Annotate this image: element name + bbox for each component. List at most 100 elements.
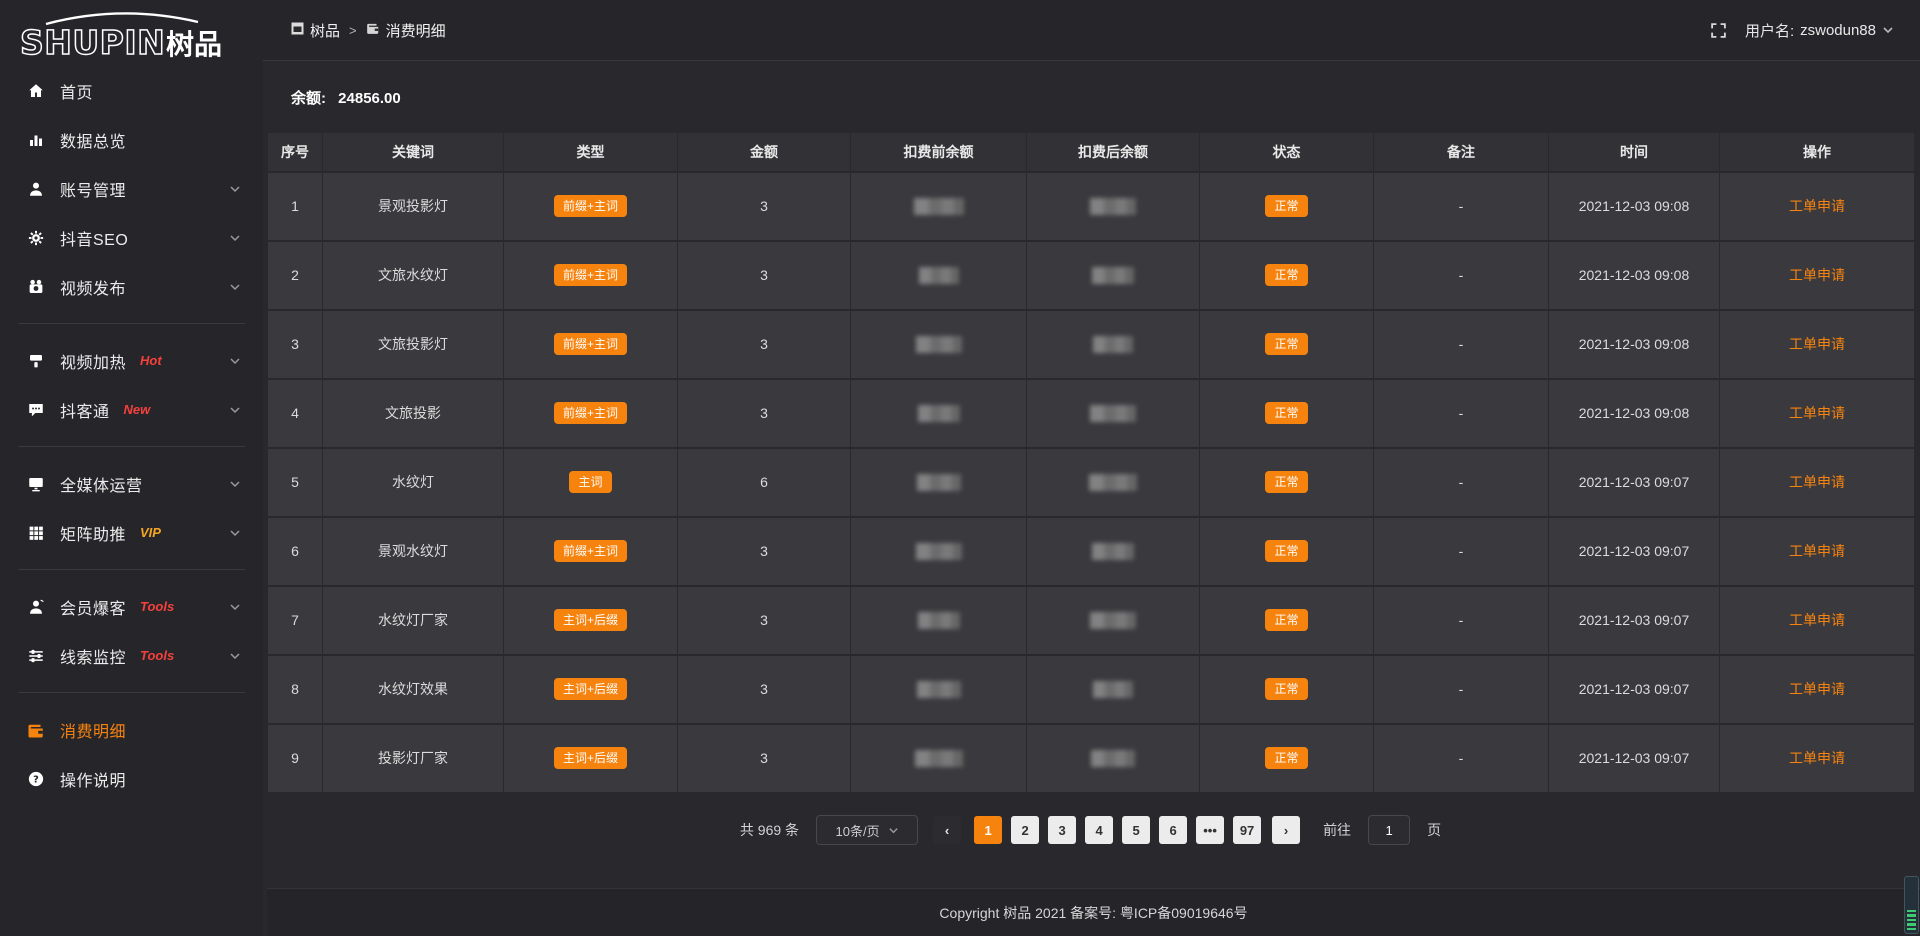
sidebar-item-video-publish[interactable]: 视频发布 <box>0 262 263 311</box>
page-button-1[interactable]: 1 <box>974 816 1003 844</box>
work-order-link[interactable]: 工单申请 <box>1789 750 1845 767</box>
corner-widget[interactable] <box>1904 876 1919 934</box>
cell-status: 正常 <box>1199 308 1374 379</box>
cell-status: 正常 <box>1199 239 1374 310</box>
blurred-value <box>918 266 959 284</box>
type-badge: 主词+后缀 <box>553 747 627 770</box>
sliders-icon <box>26 646 45 665</box>
sidebar-divider <box>18 569 245 570</box>
sidebar-item-home[interactable]: 首页 <box>0 66 263 115</box>
grid-icon <box>26 523 45 542</box>
work-order-link[interactable]: 工单申请 <box>1789 267 1845 283</box>
cell-index: 5 <box>267 446 323 517</box>
cell-amount: 3 <box>677 515 851 586</box>
page-button-6[interactable]: 6 <box>1159 816 1188 844</box>
topbar-right: 用户名: zswodun88 <box>1710 20 1894 41</box>
heat-brush-icon <box>26 351 45 370</box>
cell-action: 工单申请 <box>1719 308 1915 379</box>
sidebar-item-member-baoke[interactable]: 会员爆客 Tools <box>0 582 263 631</box>
prev-page-button[interactable]: ‹ <box>933 816 962 844</box>
sidebar-item-operation-guide[interactable]: ? 操作说明 <box>0 754 263 803</box>
page-button-2[interactable]: 2 <box>1011 816 1040 844</box>
user-menu[interactable]: 用户名: zswodun88 <box>1745 20 1894 41</box>
sidebar-item-matrix-boost[interactable]: 矩阵助推 VIP <box>0 508 263 557</box>
cell-balance-before <box>850 170 1027 241</box>
sidebar-item-label: 视频加热 <box>60 354 127 372</box>
cell-amount: 3 <box>677 308 851 379</box>
type-badge: 前缀+主词 <box>553 539 627 563</box>
sidebar-item-label: 线索监控 <box>60 649 127 667</box>
work-order-link[interactable]: 工单申请 <box>1789 405 1845 421</box>
sidebar-item-media-operation[interactable]: 全媒体运营 <box>0 459 263 508</box>
cell-balance-before <box>850 722 1027 793</box>
sidebar-item-data-overview[interactable]: 数据总览 <box>0 115 263 164</box>
table-row: 9 投影灯厂家 主词+后缀 3 正常 -2021-12-03 09:07 工单申请 <box>267 722 1915 793</box>
cell-action: 工单申请 <box>1719 377 1915 448</box>
page-button-4[interactable]: 4 <box>1085 816 1114 844</box>
cell-type: 前缀+主词 <box>503 239 678 310</box>
member-icon <box>26 597 45 616</box>
work-order-link[interactable]: 工单申请 <box>1789 474 1845 490</box>
page-button-3[interactable]: 3 <box>1048 816 1077 844</box>
sidebar-item-account-manage[interactable]: 账号管理 <box>0 164 263 213</box>
work-order-link[interactable]: 工单申请 <box>1789 543 1845 559</box>
home-icon <box>26 81 45 100</box>
cell-time: 2021-12-03 09:07 <box>1548 515 1720 586</box>
chat-bubble-icon <box>26 400 45 419</box>
page-button-97[interactable]: 97 <box>1233 816 1262 844</box>
fullscreen-icon[interactable] <box>1710 22 1727 39</box>
svg-text:?: ? <box>33 774 39 785</box>
blurred-value <box>1092 542 1134 560</box>
cell-status: 正常 <box>1199 722 1374 793</box>
blurred-value <box>1089 473 1137 491</box>
breadcrumb-item-current[interactable]: 消费明细 <box>366 20 446 41</box>
cell-time: 2021-12-03 09:08 <box>1548 239 1720 310</box>
sidebar-item-clue-monitor[interactable]: 线索监控 Tools <box>0 631 263 680</box>
blurred-value <box>1093 335 1133 353</box>
cell-time: 2021-12-03 09:08 <box>1548 308 1720 379</box>
breadcrumb-label: 消费明细 <box>385 22 446 40</box>
work-order-link[interactable]: 工单申请 <box>1789 336 1845 352</box>
sidebar-item-doukertong[interactable]: 抖客通 New <box>0 385 263 434</box>
status-badge: 正常 <box>1265 401 1308 425</box>
page-button-5[interactable]: 5 <box>1122 816 1151 844</box>
more-pages-button[interactable]: ••• <box>1196 816 1225 844</box>
goto-page-input[interactable] <box>1368 815 1411 845</box>
column-header: 序号 <box>267 132 323 172</box>
footer: Copyright 树品 2021 备案号: 粤ICP备09019646号 <box>267 888 1920 936</box>
work-order-link[interactable]: 工单申请 <box>1789 612 1845 628</box>
chevron-down-icon <box>229 601 241 613</box>
cell-amount: 3 <box>677 377 851 448</box>
sidebar-item-label: 消费明细 <box>60 723 127 741</box>
sidebar-item-douyin-seo[interactable]: 抖音SEO <box>0 213 263 262</box>
table-row: 4 文旅投影 前缀+主词 3 正常 -2021-12-03 09:08 工单申请 <box>267 377 1915 448</box>
cell-status: 正常 <box>1199 170 1374 241</box>
cell-keyword: 水纹灯效果 <box>322 653 504 724</box>
blurred-value <box>915 542 962 560</box>
breadcrumb-item-root[interactable]: 树品 <box>291 20 340 41</box>
blurred-value <box>917 611 960 629</box>
cell-amount: 3 <box>677 170 851 241</box>
sidebar-item-badge: VIP <box>140 525 161 540</box>
cell-balance-before <box>850 377 1027 448</box>
chevron-down-icon <box>1883 27 1893 34</box>
consume-table: 序号 关键词 类型 金额 扣费前余额 扣费后余额 状态 备注 时间 操作 1 景观投影灯 前缀+主词 3… <box>267 132 1915 793</box>
sidebar-item-consume-detail[interactable]: 消费明细 <box>0 705 263 754</box>
work-order-link[interactable]: 工单申请 <box>1789 681 1845 697</box>
blurred-value <box>1091 750 1135 768</box>
page-size-select[interactable]: 10条/页 <box>816 815 919 845</box>
sidebar-item-label: 操作说明 <box>60 772 127 790</box>
blurred-value <box>1090 404 1136 422</box>
next-page-button[interactable]: › <box>1272 816 1301 844</box>
status-badge: 正常 <box>1265 677 1308 701</box>
cell-balance-after <box>1026 653 1200 724</box>
cell-type: 前缀+主词 <box>503 515 678 586</box>
sidebar-item-video-heat[interactable]: 视频加热 Hot <box>0 336 263 385</box>
work-order-link[interactable]: 工单申请 <box>1789 198 1845 214</box>
type-badge: 前缀+主词 <box>553 194 627 218</box>
cell-time: 2021-12-03 09:07 <box>1548 653 1720 724</box>
sidebar-item-label: 全媒体运营 <box>60 477 143 495</box>
cell-amount: 6 <box>677 446 851 517</box>
chevron-down-icon <box>229 183 241 195</box>
